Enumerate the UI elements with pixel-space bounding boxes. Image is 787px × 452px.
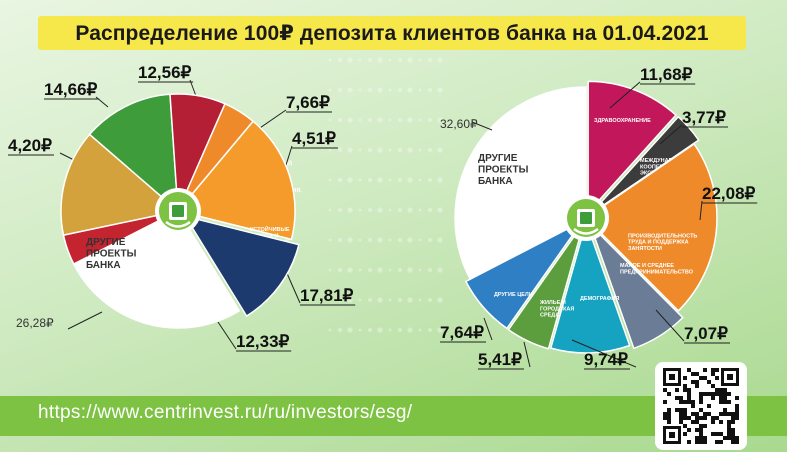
pie-2-value-label-1: 11,68₽ xyxy=(609,65,696,109)
pie-2-slice-4 xyxy=(589,224,684,350)
pie-1-value-7: 12,33₽ xyxy=(236,332,290,351)
qr-code-icon xyxy=(663,368,739,444)
pie-2-label-1: ЗДРАВООХРАНЕНИЕ xyxy=(594,118,651,124)
background-dots xyxy=(328,57,443,333)
pie-2-value-6: 5,41₽ xyxy=(478,350,522,369)
pie-2-value-7: 7,64₽ xyxy=(440,323,484,342)
pie-1-value-label-3: 12,56₽ xyxy=(138,63,197,97)
pie-2-slice-6 xyxy=(507,222,585,350)
pie-1-slice-3 xyxy=(88,93,179,213)
pie-2-value-label-6: 5,41₽ xyxy=(478,341,531,370)
pie-1-slice-caption-8: ДРУГИЕ ПРОЕКТЫ БАНКА xyxy=(86,237,137,271)
pie-2-label-7: ДРУГИЕ ЦЕЛИ xyxy=(494,292,533,298)
pie-1-slice-2 xyxy=(60,133,180,236)
footer-url-link[interactable]: https://www.centrinvest.ru/ru/investors/… xyxy=(38,402,413,423)
pie-2-slice-caption-5: ДЕМОГРАФИЯ xyxy=(580,296,619,302)
pie-2-value-3: 22,08₽ xyxy=(702,184,756,203)
pie-2-slice-caption-1: ЗДРАВООХРАНЕНИЕ xyxy=(594,118,651,124)
pie-2-slice-caption-3: ПРОИЗВОДИТЕЛЬНОСТЬ ТРУДА И ПОДДЕРЖКА ЗАНЯТ… xyxy=(628,233,697,252)
pie-2-slice-caption-8: ДРУГИЕ ПРОЕКТЫ БАНКА xyxy=(478,153,529,187)
pie-1-value-6: 17,81₽ xyxy=(300,286,354,305)
pie-1-slice-7 xyxy=(183,215,300,318)
pie-2-slice-5 xyxy=(549,219,631,354)
pie-1-value-label-7: 12,33₽ xyxy=(217,321,292,352)
pie-2-slice-7 xyxy=(464,220,583,330)
pie-1-value-label-2: 14,66₽ xyxy=(44,80,109,108)
pie-1-value-3: 12,56₽ xyxy=(138,63,192,82)
pie-2-center-logo-icon xyxy=(563,195,609,241)
pie-1-value-label-8: 26,28₽ xyxy=(16,311,103,330)
pie-2-value-4: 7,07₽ xyxy=(684,324,728,343)
pie-1-value-8: 26,28₽ xyxy=(16,316,54,330)
pie-chart-2: 11,68₽ЗДРАВООХРАНЕНИЕ3,77₽МЕЖДУНАРОДНАЯК… xyxy=(440,65,758,370)
pie-2-value-2: 3,77₽ xyxy=(682,108,726,127)
pie-2-label-6: ЖИЛЬЕ И ГОРОДСКАЯ СРЕДА xyxy=(539,300,574,319)
pie-1-value-1: 4,20₽ xyxy=(8,136,52,155)
pie-1-value-label-4: 7,66₽ xyxy=(253,93,332,133)
pie-2-label-8: ДРУГИЕ ПРОЕКТЫ БАНКА xyxy=(478,153,529,187)
pie-2-slice-2 xyxy=(589,115,700,215)
pie-2-slice-caption-6: ЖИЛЬЕ И ГОРОДСКАЯ СРЕДА xyxy=(539,300,574,319)
pie-2-label-3: ПРОИЗВОДИТЕЛЬНОСТЬ ТРУДА И ПОДДЕРЖКА ЗАНЯТ… xyxy=(628,233,697,252)
pie-1-slice-8 xyxy=(72,210,241,329)
page-title-text: Распределение 100₽ депозита клиентов бан… xyxy=(75,21,709,45)
pie-1-value-5: 4,51₽ xyxy=(292,129,336,148)
pie-1-slice-6 xyxy=(176,120,296,241)
pie-chart-1: 4,20₽1ЛИКВИДАЦИЯНИЩЕТЫ14,66₽2ЛИКВИДАЦИЯГ… xyxy=(8,63,356,352)
pie-2-slice-8 xyxy=(454,86,587,280)
pie-2-slice-caption-7: ДРУГИЕ ЦЕЛИ xyxy=(494,292,533,298)
pie-2-slice-3 xyxy=(584,142,718,312)
pie-2-slice-1 xyxy=(587,80,677,215)
pie-2-value-label-2: 3,77₽ xyxy=(659,108,728,145)
pie-2-label-5: ДЕМОГРАФИЯ xyxy=(580,296,619,302)
pie-2-label-4: МАЛОЕ И СРЕДНЕЕ ПРЕДПРИНИМАТЕЛЬСТВО xyxy=(620,263,694,275)
pie-2-value-8: 32,60₽ xyxy=(440,117,478,131)
pie-2-value-label-8: 32,60₽ xyxy=(440,117,493,131)
pie-1-value-label-6: 17,81₽ xyxy=(281,261,356,306)
pie-1-label-8: ДРУГИЕ ПРОЕКТЫ БАНКА xyxy=(86,237,137,271)
pie-2-value-1: 11,68₽ xyxy=(640,65,693,84)
pie-2-value-label-7: 7,64₽ xyxy=(440,317,493,343)
pie-1-value-4: 7,66₽ xyxy=(286,93,330,112)
page-title: Распределение 100₽ депозита клиентов бан… xyxy=(38,16,746,50)
pie-2-value-label-5: 9,74₽ xyxy=(571,339,637,370)
qr-code[interactable] xyxy=(655,362,747,450)
pie-1-center-logo-icon xyxy=(155,188,201,234)
pie-2-value-label-4: 7,07₽ xyxy=(655,309,730,344)
pie-2-slice-caption-4: МАЛОЕ И СРЕДНЕЕ ПРЕДПРИНИМАТЕЛЬСТВО xyxy=(620,263,694,275)
pie-2-value-5: 9,74₽ xyxy=(584,350,628,369)
pie-1-value-2: 14,66₽ xyxy=(44,80,98,99)
pie-2-value-label-3: 22,08₽ xyxy=(699,184,758,221)
